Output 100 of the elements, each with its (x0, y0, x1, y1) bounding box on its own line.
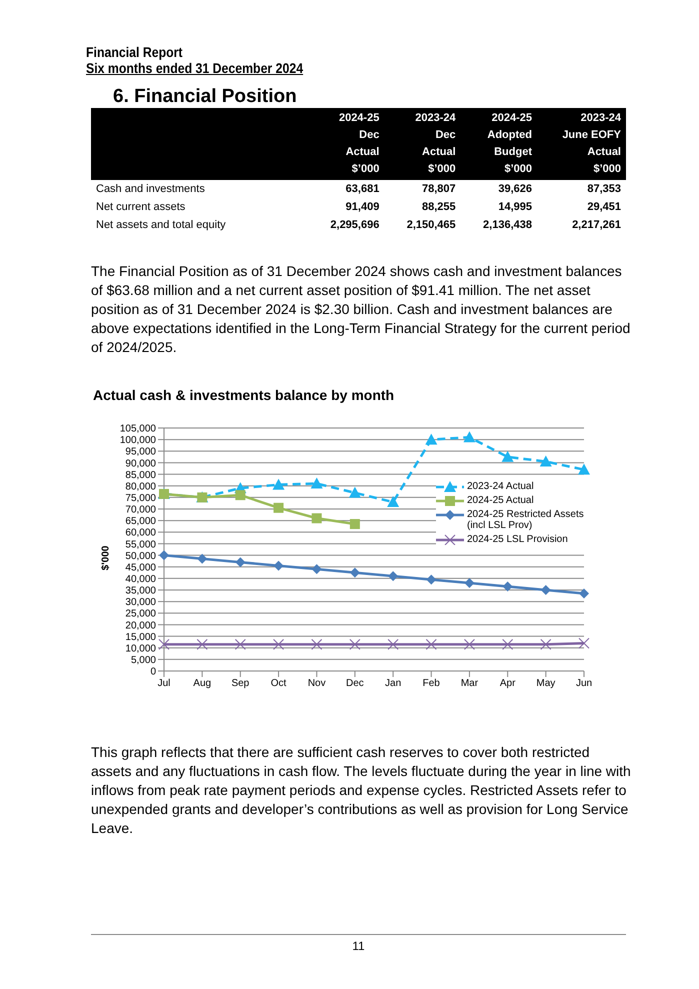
text: 39,626 (497, 182, 533, 197)
point (425, 434, 438, 445)
x-tick-label: Dec (346, 678, 364, 690)
y-tick-label: 60,000 (125, 528, 156, 539)
y-tick-label: 30,000 (125, 597, 156, 608)
text: 2024-25 Dec Actual $’000 (338, 111, 380, 177)
text: The Financial Position as of 31 December 2024 shows cash and investment balances of $63.68 million and a net current asset position of $91.41 million. The net asset position as of 31 December 2024 is $2.30 billion. Cash and investment balances are above expectations identified in the Long-Term Financial Strategy for the current period of 2024/2025. (91, 262, 631, 357)
point (540, 638, 552, 650)
text: This graph reflects that there are sufficient cash reserves to cover both restricted assets and any fluctuations in cash flow. The levels fluctuate during the year in line with inflows from peak rate payment periods and expense cycles. Restricted Assets refer to unexpended grants and developer’s contributions as well as provision for Long Service Leave. (91, 743, 631, 838)
point (426, 638, 437, 650)
point (348, 486, 361, 498)
point (502, 638, 514, 650)
y-axis-title: $'000 (100, 546, 112, 570)
y-tick-label: 0 (150, 666, 156, 678)
point (464, 638, 475, 650)
point (312, 513, 322, 524)
point (273, 638, 284, 650)
text: 2,150,465 (406, 218, 457, 233)
point (578, 464, 590, 475)
y-tick-label: 50,000 (125, 550, 156, 562)
point (235, 557, 246, 568)
x-tick-label: Jan (385, 678, 402, 690)
chart-title: Actual cash & investments balance by month (93, 387, 396, 403)
x-tick-label: Jul (158, 678, 170, 690)
text: 2024-25 Adopted Budget $’000 (486, 111, 532, 177)
y-tick-label: 105,000 (120, 424, 156, 435)
point (197, 554, 208, 564)
text: 78,807 (421, 182, 457, 197)
y-tick-label: 100,000 (120, 435, 156, 446)
text: 29,451 (586, 200, 622, 215)
text: Net assets and total equity (95, 218, 227, 233)
y-tick-label: 20,000 (125, 620, 156, 632)
point (272, 478, 285, 490)
text: 2,295,696 (329, 218, 380, 233)
text: 2023-24 Dec Actual $’000 (414, 111, 456, 177)
text: 14,995 (497, 200, 533, 215)
point (388, 638, 399, 650)
point (311, 638, 322, 650)
text: 2,136,438 (482, 218, 533, 233)
y-tick-label: 75,000 (125, 492, 156, 504)
point (463, 431, 476, 442)
point (312, 564, 322, 574)
point (274, 502, 284, 513)
text: 11 (91, 934, 626, 953)
y-tick-label: 25,000 (125, 608, 156, 620)
text: 88,255 (421, 200, 457, 215)
point (310, 478, 323, 489)
legend-label: 2024-25 Actual (467, 495, 534, 506)
point (388, 571, 398, 582)
x-tick-label: Oct (270, 678, 287, 690)
y-tick-label: 85,000 (125, 470, 156, 481)
y-tick-label: 5,000 (130, 654, 156, 666)
y-tick-label: 95,000 (125, 446, 156, 458)
point (502, 582, 513, 592)
point (426, 574, 436, 585)
point (578, 638, 590, 649)
x-tick-label: Jun (576, 678, 592, 690)
y-tick-label: 35,000 (125, 586, 156, 597)
point (234, 638, 246, 650)
text: Cash and investments (95, 182, 206, 197)
y-tick-label: 55,000 (125, 539, 156, 550)
y-tick-label: 10,000 (125, 643, 156, 654)
text: Six months ended 31 December 2024 (86, 60, 304, 76)
x-tick-label: Aug (193, 678, 212, 690)
point (540, 585, 551, 595)
point (387, 496, 400, 508)
point (502, 450, 514, 462)
x-tick-label: Mar (460, 678, 479, 690)
point (349, 638, 360, 650)
point (350, 519, 360, 530)
point (235, 490, 246, 500)
point (196, 638, 208, 650)
x-tick-label: Apr (500, 678, 516, 690)
y-tick-label: 90,000 (125, 458, 156, 470)
legend-label: 2024-25 LSL Provision (467, 534, 568, 545)
y-tick-label: 65,000 (125, 516, 156, 528)
point (540, 456, 552, 467)
text: 63,681 (344, 182, 380, 197)
legend-label: 2024-25 Restricted Assets (incl LSL Prov) (467, 509, 585, 531)
y-tick-label: 15,000 (125, 632, 156, 643)
point (350, 568, 360, 578)
y-tick-label: 80,000 (125, 481, 156, 492)
text: 6. Financial Position (113, 86, 298, 108)
text: Financial Report (86, 44, 184, 60)
legend-label: 2023-24 Actual (467, 481, 534, 492)
point (274, 560, 284, 571)
x-tick-label: Feb (422, 678, 440, 690)
y-tick-label: 45,000 (125, 562, 156, 574)
point (464, 578, 474, 588)
x-tick-label: May (536, 678, 556, 690)
y-tick-label: 40,000 (125, 574, 156, 585)
x-tick-label: Sep (231, 678, 250, 690)
text: 2023-24 June EOFY Actual $’000 (561, 111, 621, 177)
point (579, 588, 589, 598)
x-tick-label: Nov (308, 678, 326, 690)
text: 2,217,261 (571, 218, 622, 233)
y-tick-label: 70,000 (125, 504, 156, 516)
text: 87,353 (586, 182, 622, 197)
text: 91,409 (344, 200, 380, 215)
text: Net current assets (95, 200, 186, 215)
